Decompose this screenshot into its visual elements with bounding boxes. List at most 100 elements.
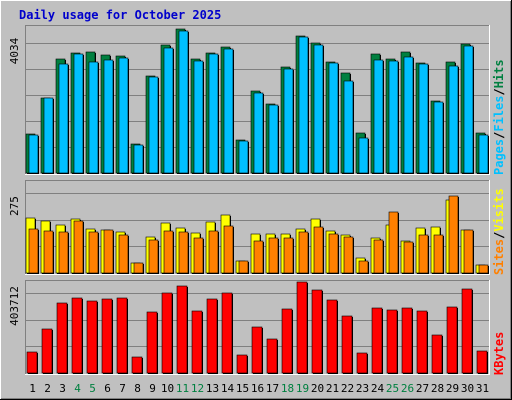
bar-files-day-25 [388,60,399,174]
legend-separator: / [492,132,506,139]
bar-files-day-28 [433,101,444,174]
x-tick-label: 20 [311,382,324,395]
bar-kbytes-day-11 [176,285,188,374]
x-tick-label: 2 [44,382,51,395]
bar-kbytes-day-21 [326,299,338,374]
x-tick-label: 13 [206,382,219,395]
bar-sites-day-9 [148,239,159,274]
legend-entry-files: Files [492,96,506,132]
bar-sites-day-14 [223,225,234,274]
bar-sites-day-2 [43,230,54,274]
bar-kbytes-day-18 [281,308,293,374]
bar-files-day-18 [283,68,294,174]
bar-kbytes-day-24 [371,307,383,374]
x-tick-label: 25 [386,382,399,395]
bar-sites-day-8 [133,262,144,274]
bar-kbytes-day-2 [41,328,53,374]
bar-files-day-3 [58,63,69,174]
bar-sites-day-28 [433,234,444,274]
y-axis-max-label: 275 [8,196,21,216]
bar-sites-day-18 [283,237,294,274]
bars [26,281,488,374]
x-tick-label: 28 [431,382,444,395]
bar-sites-day-27 [418,234,429,274]
bar-files-day-21 [328,62,339,174]
bar-kbytes-day-28 [431,334,443,374]
bar-kbytes-day-10 [161,292,173,374]
bar-files-day-26 [403,56,414,174]
x-tick-label: 22 [341,382,354,395]
bar-kbytes-day-19 [296,281,308,374]
x-tick-label: 7 [119,382,126,395]
x-tick-label: 4 [74,382,81,395]
panel-kbytes: 403712 KBytes [8,280,506,375]
panel-hits-files-pages: 4034 Pages/Files/Hits [8,25,506,175]
x-tick-label: 10 [161,382,174,395]
bar-files-day-4 [73,53,84,174]
chart-panels: 4034 Pages/Files/Hits 275 Sites/Visits 40371… [8,25,506,375]
x-tick-label: 26 [401,382,414,395]
legend-entry-hits: Hits [492,59,506,88]
bar-kbytes-day-6 [101,298,113,374]
x-tick-label: 27 [416,382,429,395]
y-axis-max-label: 4034 [8,37,21,64]
legend-hits-files-pages: Pages/Files/Hits [492,59,506,175]
x-tick-label: 17 [266,382,279,395]
bar-files-day-17 [268,104,279,174]
bar-files-day-9 [148,76,159,174]
panel-visits-sites: 275 Sites/Visits [8,180,506,275]
bar-files-day-24 [373,59,384,174]
bar-sites-day-25 [388,211,399,274]
bar-sites-day-19 [298,231,309,274]
legend-separator: / [492,232,506,239]
bars [25,28,489,174]
bar-files-day-12 [193,60,204,174]
bar-sites-day-7 [118,234,129,274]
bar-sites-day-15 [238,260,249,274]
x-tick-label: 5 [89,382,96,395]
bar-kbytes-day-20 [311,289,323,374]
bar-kbytes-day-23 [356,352,368,374]
bar-kbytes-day-17 [266,338,278,374]
bar-files-day-30 [463,45,474,174]
bar-files-day-10 [163,47,174,174]
bar-kbytes-day-7 [116,297,128,374]
bar-files-day-7 [118,57,129,174]
x-tick-label: 23 [356,382,369,395]
bar-files-day-31 [478,134,489,174]
bar-files-day-16 [253,92,264,174]
legend-entry-kbytes: KBytes [492,332,506,375]
bar-kbytes-day-31 [476,350,488,374]
bar-sites-day-10 [163,230,174,274]
x-tick-label: 31 [476,382,489,395]
bar-sites-day-22 [343,236,354,274]
x-tick-label: 16 [251,382,264,395]
chart-title: Daily usage for October 2025 [19,8,221,22]
x-tick-label: 3 [59,382,66,395]
bar-kbytes-day-22 [341,315,353,374]
x-tick-label: 21 [326,382,339,395]
y-axis-max-label: 403712 [8,286,21,326]
bar-sites-day-26 [403,241,414,274]
bar-sites-day-17 [268,237,279,274]
bar-sites-day-24 [373,239,384,274]
x-tick-label: 11 [176,382,189,395]
legend-separator: / [492,88,506,95]
bar-sites-day-21 [328,233,339,274]
x-axis-tick-labels: 1 2 3 4 5 6 7 8 9 10 11 12 13 14 15 16 17 18 19 20 21 22 23 24 2… [29,382,489,395]
x-tick-label: 19 [296,382,309,395]
bars [25,195,489,274]
legend-visits-sites: Sites/Visits [492,188,506,275]
bar-kbytes-day-9 [146,311,158,374]
bar-files-day-13 [208,53,219,174]
x-tick-label: 24 [371,382,385,395]
bar-kbytes-day-1 [26,351,38,374]
x-tick-label: 18 [281,382,294,395]
bar-files-day-8 [133,144,144,174]
bar-files-day-22 [343,80,354,174]
bar-kbytes-day-26 [401,307,413,374]
bar-sites-day-3 [58,231,69,274]
bar-sites-day-29 [448,195,459,274]
bar-kbytes-day-16 [251,326,263,374]
